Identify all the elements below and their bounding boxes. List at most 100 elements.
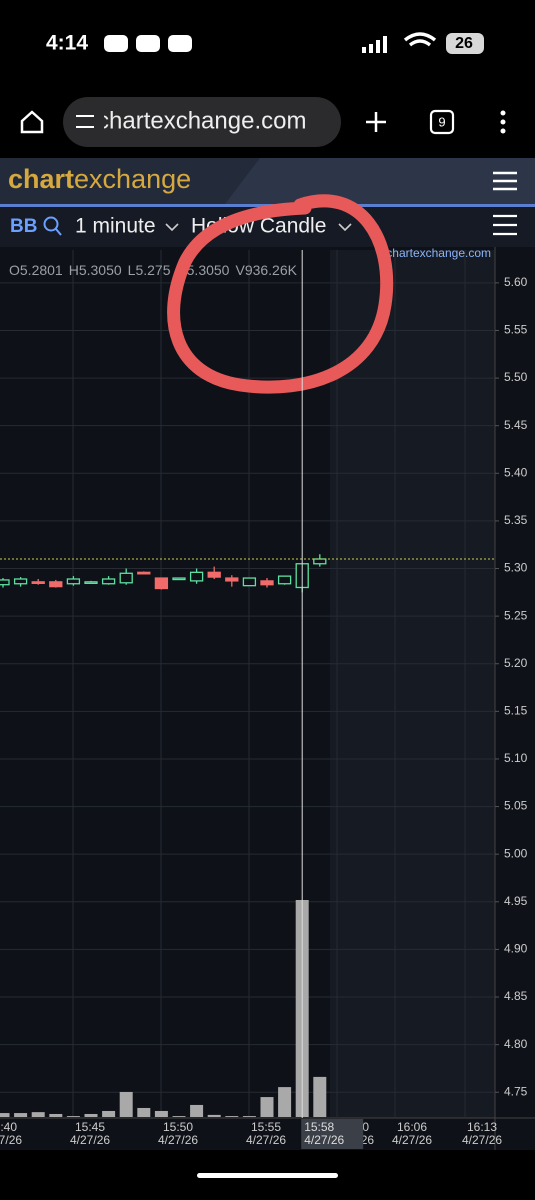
- y-tick-label: 5.50: [504, 370, 528, 384]
- ohlc-key: V: [235, 262, 245, 278]
- y-tick-label: 5.00: [504, 846, 528, 860]
- url-bar[interactable]: [63, 97, 341, 147]
- candle-body: [49, 581, 63, 588]
- home-button[interactable]: [20, 110, 44, 134]
- tab-count: 9: [438, 114, 445, 129]
- site-settings[interactable]: [76, 115, 94, 128]
- volume-bar: [207, 1114, 221, 1117]
- x-tick-date: 4/27/26: [246, 1133, 286, 1147]
- ohlc-key: H: [69, 262, 79, 278]
- volume-bar: [31, 1112, 45, 1117]
- y-tick-label: 5.60: [504, 275, 528, 289]
- chart-menu[interactable]: [493, 214, 517, 236]
- crosshair-label-bg: [301, 1119, 364, 1149]
- x-tick-time: 16:13: [467, 1120, 497, 1134]
- url: chartexchange.com: [97, 107, 306, 134]
- clock: 4:14: [46, 32, 88, 55]
- home-indicator: [197, 1173, 338, 1178]
- ohlc-value: 5.2801: [20, 262, 63, 278]
- candle-body: [31, 581, 45, 585]
- logo-bg: [0, 158, 260, 204]
- candle-body: [242, 577, 257, 587]
- candle-body: [313, 558, 327, 565]
- volume-bar: [242, 1116, 256, 1117]
- x-tick-date: 4/27/26: [158, 1133, 198, 1147]
- ohlc-value: 5.3050: [187, 262, 230, 278]
- battery-level: 26: [455, 35, 473, 52]
- new-tab[interactable]: [366, 112, 386, 132]
- y-tick-label: 5.10: [504, 751, 528, 765]
- volume-bar: [313, 1076, 327, 1117]
- y-tick-label: 4.95: [504, 894, 528, 908]
- candle-body: [207, 571, 221, 578]
- grid: [0, 250, 495, 1118]
- app-icons: [104, 35, 192, 52]
- x-tick-time: 15:50: [163, 1120, 193, 1134]
- candle-body: [260, 580, 274, 586]
- watermark: chartexchange.com: [386, 246, 491, 260]
- interval[interactable]: 1 minute: [75, 215, 156, 238]
- crosshair-time: 15:58: [304, 1120, 334, 1134]
- volume-bar: [137, 1107, 151, 1117]
- logo-b: exchange: [74, 164, 191, 194]
- x-tick-date: 4/27/26: [70, 1133, 110, 1147]
- y-tick-label: 5.45: [504, 418, 528, 432]
- x-tick-date: 4/27/26: [392, 1133, 432, 1147]
- menu-button[interactable]: [500, 110, 506, 134]
- y-tick-label: 4.90: [504, 942, 528, 956]
- tabs-button[interactable]: [429, 109, 455, 135]
- y-tick-label: 5.35: [504, 513, 528, 527]
- ohlc-value: 5.3050: [79, 262, 122, 278]
- volume-bar: [154, 1110, 168, 1117]
- candle-body: [84, 581, 98, 585]
- volume-bar: [66, 1116, 80, 1117]
- crosshair-date: 4/27/26: [304, 1133, 344, 1147]
- y-tick-label: 4.85: [504, 989, 528, 1003]
- y-tick-label: 5.20: [504, 656, 528, 670]
- logo[interactable]: chartexchange: [8, 164, 191, 194]
- volume-bar: [119, 1091, 133, 1117]
- logo-a: chart: [8, 164, 74, 194]
- candle-body: [0, 579, 10, 586]
- candle-body: [154, 577, 169, 590]
- signal: [362, 36, 387, 53]
- price-axis: [495, 247, 535, 1119]
- volume-bar: [0, 1113, 10, 1117]
- annotation-circle: [167, 194, 394, 394]
- y-tick-label: 5.55: [504, 323, 528, 337]
- candle-body: [66, 578, 81, 585]
- ohlc-key: L: [128, 262, 136, 278]
- volume-bar: [172, 1116, 186, 1117]
- symbol[interactable]: BB: [10, 216, 37, 237]
- y-tick-label: 4.75: [504, 1084, 528, 1098]
- volume-bar: [49, 1113, 63, 1117]
- search-icon[interactable]: [43, 216, 59, 232]
- url-clip: chartexchange.com: [97, 107, 306, 134]
- volume-bar: [190, 1104, 204, 1117]
- dropdown: [338, 223, 352, 232]
- y-tick-label: 5.40: [504, 465, 528, 479]
- volume-bar: [225, 1116, 239, 1117]
- battery: [446, 33, 484, 54]
- x-tick-time: 15:45: [75, 1120, 105, 1134]
- ohlc-key: O: [9, 262, 20, 278]
- candle-body: [277, 575, 292, 585]
- after-hours-shade: [330, 250, 495, 1118]
- volume-bar: [278, 1087, 292, 1117]
- volume-bar: [84, 1113, 98, 1117]
- y-tick-label: 5.15: [504, 704, 528, 718]
- x-tick-time: 16:06: [397, 1120, 427, 1134]
- volume-bar: [260, 1097, 274, 1117]
- y-tick-label: 5.25: [504, 608, 528, 622]
- candle-body: [13, 578, 28, 585]
- x-tick-time: 15:40: [0, 1120, 17, 1134]
- candle-body: [172, 577, 186, 581]
- candle-body: [119, 572, 133, 584]
- candle-body: [225, 577, 239, 582]
- candle-body: [189, 571, 204, 582]
- volume-bar: [102, 1110, 116, 1117]
- x-tick-date: 4/27/26: [0, 1133, 22, 1147]
- site-menu[interactable]: [493, 171, 517, 191]
